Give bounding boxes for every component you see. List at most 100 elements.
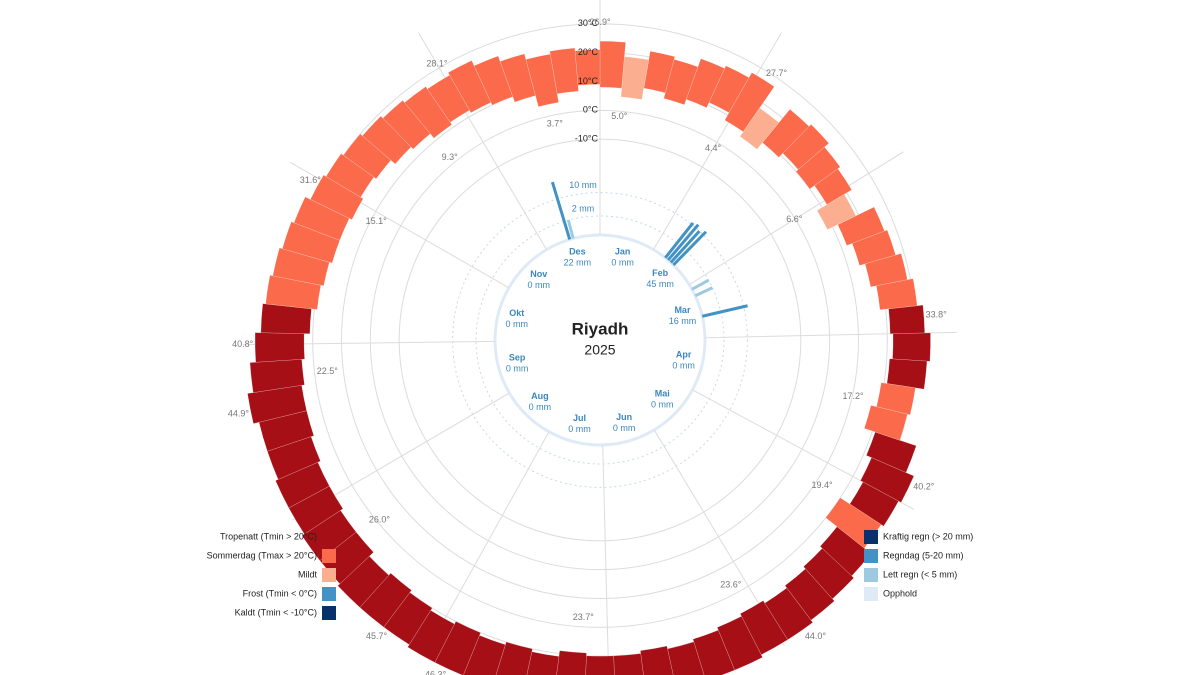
extreme-label: 26.0°	[369, 514, 391, 524]
legend-swatch	[322, 568, 336, 582]
temperature-bar	[495, 641, 533, 675]
temperature-bar	[860, 457, 915, 503]
month-rain-label: 16 mm	[669, 316, 697, 326]
y-tick-label: 10°C	[578, 76, 599, 86]
rain-tick-label: 2 mm	[572, 203, 595, 213]
chart-subtitle: 2025	[584, 342, 615, 358]
temperature-bar	[325, 153, 374, 198]
rain-bar	[691, 278, 710, 291]
temperature-bar	[254, 332, 305, 363]
extreme-label: 27.7°	[766, 68, 788, 78]
extreme-label: 9.3°	[442, 152, 459, 162]
temperature-bar	[407, 610, 455, 663]
legend-label: Mildt	[298, 569, 318, 579]
temperature-bar	[448, 60, 492, 113]
extreme-label: 6.6°	[786, 214, 803, 224]
rain-bar	[566, 219, 575, 239]
month-label: Sep	[509, 352, 526, 362]
rain-bar	[701, 304, 748, 318]
temperature-bar	[876, 278, 918, 310]
legend-label: Frost (Tmin < 0°C)	[243, 588, 317, 598]
temperature-bar	[585, 655, 615, 675]
extreme-label: 4.4°	[705, 143, 722, 153]
month-rain-label: 0 mm	[611, 257, 634, 267]
temperature-bar	[293, 196, 350, 241]
month-label: Jul	[573, 413, 586, 423]
month-label: Mai	[655, 389, 670, 399]
legend-label: Sommerdag (Tmax > 20°C)	[207, 550, 317, 560]
legend-swatch	[322, 587, 336, 601]
rain-grid-circle	[475, 215, 725, 465]
temperature-bar	[739, 107, 780, 150]
month-rain-label: 0 mm	[528, 280, 551, 290]
temperature-bar	[613, 653, 644, 675]
month-rain-label: 0 mm	[672, 361, 695, 371]
temperature-bar	[549, 47, 579, 94]
month-rain-label: 22 mm	[564, 257, 592, 267]
temperature-bar	[282, 221, 340, 264]
temperature-bar	[814, 168, 852, 205]
temperature-bar	[272, 247, 330, 286]
temperature-bar	[864, 405, 908, 441]
legend-label: Tropenatt (Tmin > 20°C)	[220, 531, 317, 541]
extreme-label: 45.7°	[366, 631, 388, 641]
temperature-bar	[667, 641, 705, 675]
rain-base-ring	[493, 233, 707, 447]
extreme-label: 33.8°	[926, 310, 948, 320]
temperature-bar	[876, 382, 916, 415]
month-label: Apr	[676, 350, 692, 360]
extreme-label: 19.4°	[811, 480, 833, 490]
temperature-bar	[249, 359, 305, 393]
legend-swatch	[322, 530, 336, 544]
temperature-bar	[499, 53, 536, 103]
legend-swatch	[864, 549, 878, 563]
month-rain-label: 0 mm	[651, 400, 674, 410]
extreme-label: 5.0°	[611, 111, 628, 121]
temperature-bar	[337, 556, 389, 608]
month-spoke	[652, 32, 783, 250]
temperature-bar	[620, 56, 649, 100]
extreme-label: 28.1°	[426, 58, 448, 68]
extreme-label: 44.9°	[228, 409, 250, 419]
legend-label: Regndag (5-20 mm)	[883, 550, 964, 560]
temperature-bar	[343, 133, 392, 179]
temperature-bar	[463, 635, 506, 675]
temperature-bar	[692, 629, 735, 675]
month-label: Jun	[616, 412, 632, 422]
temperature-bar	[724, 72, 775, 132]
rain-bar	[672, 230, 708, 267]
month-spoke	[688, 151, 904, 286]
rain-bar	[666, 223, 700, 262]
extreme-label: 26.9°	[589, 17, 611, 27]
temperature-bar	[886, 358, 928, 390]
rain-grid-circle	[452, 192, 748, 488]
y-tick-label: 0°C	[583, 105, 599, 115]
temperature-bar	[892, 332, 931, 362]
extreme-label: 23.6°	[720, 579, 742, 589]
temperature-bar	[782, 124, 829, 170]
month-label: Okt	[509, 308, 524, 318]
temperature-bar	[260, 303, 312, 334]
y-tick-label: 30°C	[578, 18, 599, 28]
month-spoke	[417, 32, 548, 250]
extreme-label: 44.0°	[805, 631, 827, 641]
extreme-label: 31.6°	[300, 175, 322, 185]
legend-swatch	[864, 568, 878, 582]
temperature-bar	[382, 100, 431, 150]
legend-swatch	[864, 530, 878, 544]
legend-label: Kraftig regn (> 20 mm)	[883, 531, 973, 541]
month-rain-label: 45 mm	[646, 279, 674, 289]
temperature-bar	[362, 115, 412, 165]
month-spoke	[425, 431, 550, 653]
legend-swatch	[864, 587, 878, 601]
rain-tick-label: 10 mm	[569, 180, 597, 190]
extreme-label: 15.1°	[366, 216, 388, 226]
legend-swatch	[322, 549, 336, 563]
extreme-label: 40.8°	[232, 339, 254, 349]
extreme-label: 17.2°	[842, 391, 864, 401]
rain-bar	[694, 286, 714, 298]
month-label: Mar	[674, 305, 691, 315]
month-rain-label: 0 mm	[568, 424, 591, 434]
month-rain-label: 0 mm	[506, 319, 529, 329]
